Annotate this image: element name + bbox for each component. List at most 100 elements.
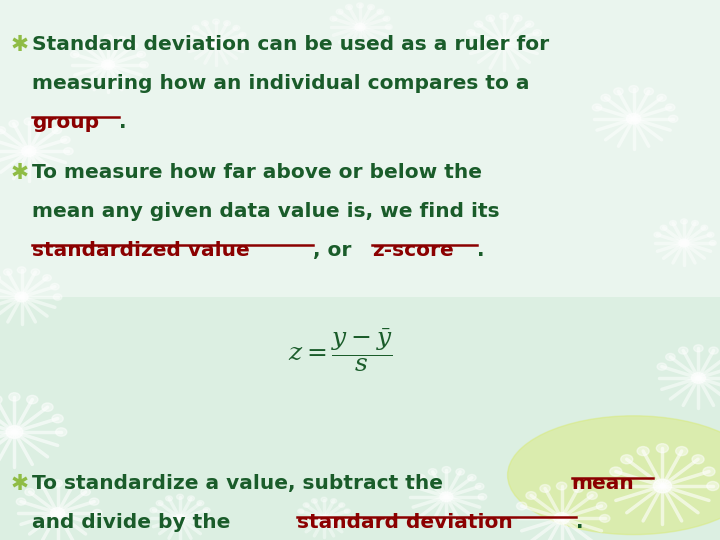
Text: .: . [576, 514, 583, 532]
Circle shape [92, 509, 102, 517]
Ellipse shape [508, 416, 720, 535]
Circle shape [42, 403, 53, 411]
Circle shape [660, 225, 667, 231]
Circle shape [536, 40, 544, 46]
Circle shape [53, 480, 63, 487]
Text: mean any given data value is, we find its: mean any given data value is, we find it… [32, 202, 500, 221]
Circle shape [707, 232, 714, 237]
Circle shape [297, 509, 304, 514]
Text: .: . [477, 241, 485, 260]
Text: group: group [32, 113, 99, 132]
Circle shape [78, 43, 87, 49]
Circle shape [637, 447, 649, 456]
Text: standardized value: standardized value [32, 241, 250, 260]
Circle shape [0, 127, 6, 134]
Circle shape [140, 62, 148, 68]
Circle shape [678, 347, 688, 354]
Circle shape [356, 3, 364, 8]
Circle shape [475, 483, 484, 490]
Circle shape [344, 509, 351, 514]
Circle shape [339, 503, 345, 507]
Circle shape [25, 489, 35, 496]
Circle shape [666, 354, 675, 361]
Circle shape [4, 269, 12, 275]
Circle shape [233, 25, 240, 31]
Circle shape [22, 146, 36, 157]
Circle shape [104, 35, 112, 41]
Circle shape [621, 455, 633, 464]
Text: ✱: ✱ [11, 475, 29, 495]
Circle shape [440, 492, 453, 502]
Circle shape [675, 447, 688, 456]
Text: ✱: ✱ [11, 164, 29, 184]
Circle shape [385, 24, 392, 30]
Circle shape [653, 479, 672, 493]
Circle shape [321, 497, 327, 502]
Circle shape [679, 239, 689, 247]
Circle shape [707, 482, 719, 490]
Circle shape [692, 455, 704, 464]
Circle shape [417, 475, 426, 481]
Text: $z = \dfrac{y - \bar{y}}{s}$: $z = \dfrac{y - \bar{y}}{s}$ [288, 327, 393, 374]
Circle shape [15, 292, 28, 302]
Circle shape [701, 225, 708, 231]
Circle shape [467, 30, 475, 36]
Circle shape [330, 16, 337, 21]
Circle shape [500, 13, 508, 19]
Circle shape [320, 515, 328, 522]
Circle shape [81, 489, 90, 496]
FancyBboxPatch shape [0, 297, 720, 540]
Circle shape [188, 496, 194, 501]
Circle shape [17, 498, 26, 505]
Circle shape [478, 494, 487, 500]
Circle shape [613, 88, 624, 95]
Circle shape [224, 21, 230, 26]
Circle shape [442, 467, 451, 473]
Circle shape [6, 426, 23, 438]
Circle shape [42, 275, 51, 281]
Circle shape [212, 19, 220, 24]
Circle shape [68, 482, 78, 489]
Circle shape [377, 9, 384, 15]
Circle shape [533, 30, 541, 36]
Circle shape [186, 32, 193, 37]
Circle shape [176, 494, 184, 500]
Circle shape [63, 147, 73, 155]
Circle shape [102, 60, 114, 70]
Circle shape [55, 428, 67, 436]
Circle shape [368, 4, 374, 10]
Circle shape [610, 467, 622, 476]
Circle shape [668, 115, 678, 123]
Circle shape [39, 120, 49, 127]
Circle shape [37, 482, 48, 489]
Circle shape [303, 503, 309, 507]
Circle shape [644, 88, 654, 95]
Circle shape [166, 496, 172, 501]
Circle shape [456, 469, 464, 475]
Circle shape [156, 501, 163, 506]
Circle shape [498, 38, 510, 48]
Circle shape [657, 94, 666, 102]
Circle shape [50, 284, 59, 290]
Circle shape [601, 94, 611, 102]
Text: mean: mean [572, 475, 634, 494]
Circle shape [383, 16, 390, 21]
Circle shape [117, 37, 126, 43]
Circle shape [680, 219, 688, 224]
Circle shape [27, 395, 38, 404]
Circle shape [311, 498, 318, 503]
Circle shape [587, 491, 598, 500]
Circle shape [703, 467, 715, 476]
Circle shape [693, 345, 703, 352]
Circle shape [657, 444, 668, 453]
Circle shape [346, 4, 352, 10]
Circle shape [670, 220, 676, 226]
Circle shape [486, 15, 495, 22]
Circle shape [409, 483, 418, 490]
Circle shape [150, 508, 157, 512]
Circle shape [52, 414, 63, 423]
Text: To standardize a value, subtract the: To standardize a value, subtract the [32, 475, 451, 494]
Circle shape [17, 267, 26, 273]
Text: measuring how an individual compares to a: measuring how an individual compares to … [32, 74, 530, 93]
Circle shape [239, 32, 246, 37]
